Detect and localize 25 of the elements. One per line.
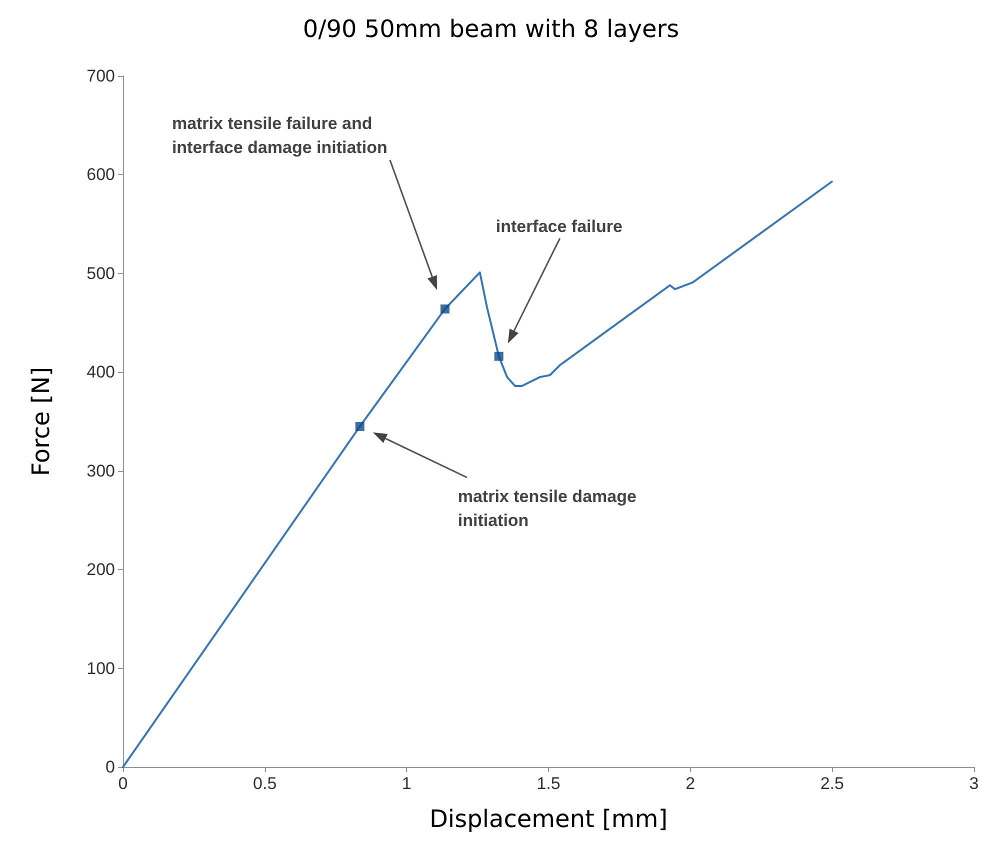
y-tick-label: 500 (86, 264, 115, 283)
annotation: matrix tensile damage initiation (458, 486, 638, 532)
x-tick-label: 2 (686, 774, 696, 793)
x-tick-label: 1 (402, 774, 412, 793)
x-axis-title: Displacement [mm] (429, 805, 668, 833)
annotation: matrix tensile failure and interface damage initiation (172, 112, 388, 159)
y-tick-label: 700 (86, 66, 115, 86)
x-tick-label: 1.5 (536, 774, 560, 793)
y-tick-label: 100 (86, 658, 115, 678)
point (355, 422, 364, 431)
x-tick-label: 3 (969, 774, 979, 793)
chart-title: 0/90 50mm beam with 8 layers (302, 15, 680, 43)
line-series (122, 180, 833, 768)
point (440, 304, 450, 314)
y-axis-title: Force [N] (27, 366, 55, 476)
y-tick-label: 200 (86, 560, 115, 580)
x-tick-label: 0 (118, 774, 128, 793)
y-tick-label: 300 (86, 461, 115, 480)
y-tick-label: 600 (86, 165, 115, 184)
x-tick-label: 0.5 (253, 774, 277, 793)
annotation: interface failure (496, 216, 624, 238)
x-tick-label: 2.5 (820, 774, 844, 793)
point (494, 352, 504, 361)
y-tick-label: 0 (106, 758, 115, 776)
y-tick-label: 400 (86, 362, 115, 382)
